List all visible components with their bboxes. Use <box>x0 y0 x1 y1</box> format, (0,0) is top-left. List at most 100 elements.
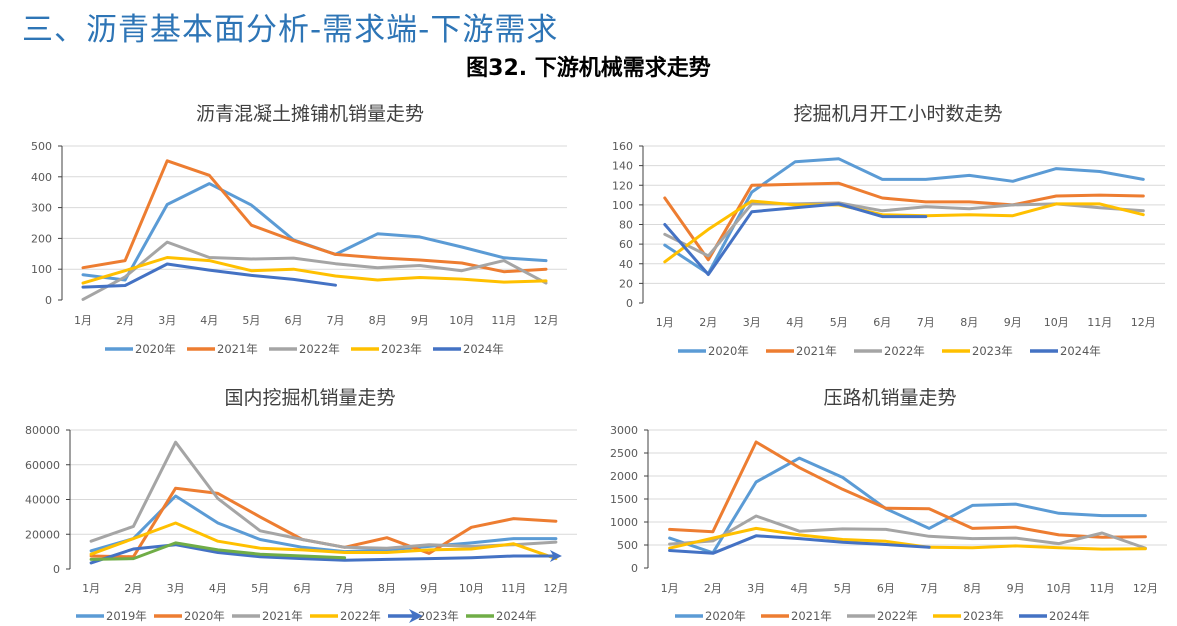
y-tick-label: 200 <box>31 232 52 245</box>
x-tick-label: 7月 <box>920 582 938 595</box>
x-tick-label: 7月 <box>917 316 935 329</box>
series-line-2021年 <box>89 440 558 550</box>
legend-label: 2024年 <box>1049 609 1090 623</box>
y-tick-label: 0 <box>53 563 60 576</box>
x-tick-label: 4月 <box>200 314 218 327</box>
chart-title: 国内挖掘机销量走势 <box>224 387 395 409</box>
x-tick-label: 11月 <box>1090 582 1115 595</box>
y-tick-label: 80 <box>619 219 633 232</box>
y-tick-label: 100 <box>31 263 52 276</box>
paver-sales-chart: 沥青混凝土摊铺机销量走势 0 100 200 300 400 500 1月 2月 3月 4月 5月 6月… <box>31 103 567 356</box>
x-tick-label: 3月 <box>747 582 765 595</box>
legend-label: 2023年 <box>963 609 1004 623</box>
chart-title: 挖掘机月开工小时数走势 <box>793 103 1002 125</box>
series-line-2021年 <box>663 181 1145 262</box>
excavator-sales-chart: 国内挖掘机销量走势 0 20000 40000 60000 80000 1月 2月 3月 4月 5月… <box>25 387 577 623</box>
legend-label: 2020年 <box>135 342 176 356</box>
y-tick-label: 0 <box>631 562 638 575</box>
series-line-2019年 <box>89 494 558 554</box>
x-tick-label: 3月 <box>167 582 185 595</box>
legend-label: 2022年 <box>299 342 340 356</box>
series-line-2021年 <box>668 440 1147 539</box>
y-tick-label: 2000 <box>610 470 638 483</box>
x-tick-label: 11月 <box>501 582 526 595</box>
x-tick-label: 6月 <box>877 582 895 595</box>
x-tick-label: 8月 <box>369 314 387 327</box>
legend-label: 2020年 <box>705 609 746 623</box>
y-tick-label: 140 <box>612 160 633 173</box>
x-tick-label: 5月 <box>830 316 848 329</box>
x-tick-label: 4月 <box>209 582 227 595</box>
legend-label: 2023年 <box>381 342 422 356</box>
legend-label: 2020年 <box>184 609 225 623</box>
y-tick-label: 0 <box>45 294 52 307</box>
x-tick-label: 7月 <box>336 582 354 595</box>
legend-label: 2021年 <box>796 344 837 358</box>
chart-title: 压路机销量走势 <box>823 387 956 409</box>
x-tick-label: 12月 <box>1133 582 1158 595</box>
series-line-2022年 <box>81 240 548 301</box>
y-tick-label: 300 <box>31 202 52 215</box>
section-title: 三、沥青基本面分析-需求端-下游需求 <box>22 12 559 48</box>
x-tick-label: 8月 <box>960 316 978 329</box>
x-tick-label: 12月 <box>533 314 558 327</box>
series-line-2020年 <box>668 456 1147 555</box>
y-tick-label: 40000 <box>25 494 60 507</box>
series-line-2022年 <box>89 521 558 561</box>
x-tick-label: 10月 <box>459 582 484 595</box>
x-tick-label: 11月 <box>491 314 516 327</box>
y-tick-label: 60000 <box>25 459 60 472</box>
x-tick-label: 9月 <box>1007 582 1025 595</box>
x-tick-label: 2月 <box>124 582 142 595</box>
legend-label: 2022年 <box>340 609 381 623</box>
x-tick-label: 8月 <box>378 582 396 595</box>
legend-label: 2020年 <box>708 344 749 358</box>
chart-title: 沥青混凝土摊铺机销量走势 <box>196 103 424 125</box>
x-tick-label: 3月 <box>743 316 761 329</box>
x-tick-label: 10月 <box>1046 582 1071 595</box>
legend-label: 2023年 <box>418 609 459 623</box>
x-tick-label: 1月 <box>656 316 674 329</box>
x-tick-label: 1月 <box>74 314 92 327</box>
series-line-2023年 <box>668 526 1147 551</box>
series-line-2023年 <box>81 256 548 285</box>
x-tick-label: 11月 <box>1087 316 1112 329</box>
x-tick-label: 6月 <box>293 582 311 595</box>
x-tick-label: 7月 <box>327 314 345 327</box>
y-tick-label: 1000 <box>610 516 638 529</box>
x-tick-label: 10月 <box>449 314 474 327</box>
legend-label: 2022年 <box>884 344 925 358</box>
legend-label: 2022年 <box>877 609 918 623</box>
x-tick-label: 5月 <box>242 314 260 327</box>
series-line-2022年 <box>668 514 1147 550</box>
x-tick-label: 6月 <box>873 316 891 329</box>
x-tick-label: 5月 <box>834 582 852 595</box>
x-tick-label: 9月 <box>411 314 429 327</box>
y-tick-label: 40 <box>619 258 633 271</box>
x-tick-label: 10月 <box>1044 316 1069 329</box>
y-tick-label: 20 <box>619 277 633 290</box>
series-line-2024年 <box>81 262 337 289</box>
excavator-hours-chart: 挖掘机月开工小时数走势 0 20 40 60 80 100 120 140 160 1月 2月 3月 4月… <box>612 103 1165 358</box>
roller-sales-chart: 压路机销量走势 0 500 1000 1500 2000 2500 3000 1月 2月 3月 4月 5… <box>610 387 1167 623</box>
x-tick-label: 1月 <box>82 582 100 595</box>
legend-label: 2021年 <box>262 609 303 623</box>
y-tick-label: 500 <box>617 539 638 552</box>
x-tick-label: 6月 <box>284 314 302 327</box>
x-tick-label: 4月 <box>786 316 804 329</box>
legend-label: 2021年 <box>791 609 832 623</box>
y-tick-label: 160 <box>612 140 633 153</box>
x-tick-label: 9月 <box>1004 316 1022 329</box>
legend-label: 2024年 <box>1060 344 1101 358</box>
legend-label: 2024年 <box>496 609 537 623</box>
y-tick-label: 100 <box>612 199 633 212</box>
y-tick-label: 400 <box>31 171 52 184</box>
x-tick-label: 2月 <box>699 316 717 329</box>
y-tick-label: 3000 <box>610 424 638 437</box>
x-tick-label: 2月 <box>704 582 722 595</box>
y-tick-label: 0 <box>626 297 633 310</box>
legend-label: 2023年 <box>972 344 1013 358</box>
x-tick-label: 9月 <box>420 582 438 595</box>
legend-label: 2024年 <box>463 342 504 356</box>
y-tick-label: 1500 <box>610 493 638 506</box>
